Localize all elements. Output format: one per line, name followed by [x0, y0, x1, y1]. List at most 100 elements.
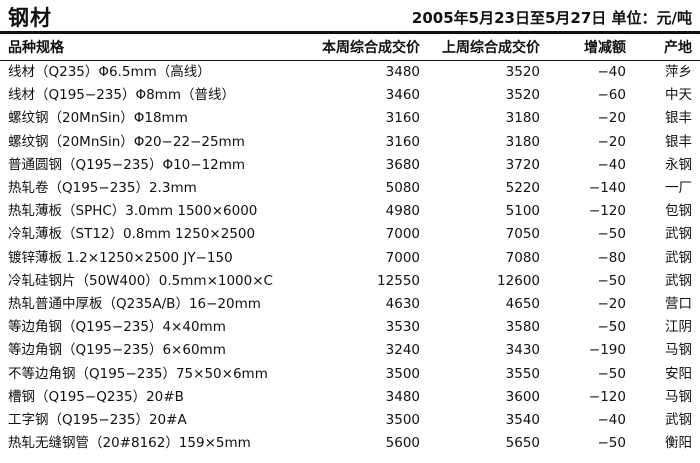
header-row: 品种规格 本周综合成交价 上周综合成交价 增减额 产地 [0, 36, 700, 61]
table-row: 工字钢（Q195−235）20#A 3500 3540 −40 武钢 [0, 409, 700, 432]
price-change: −20 [597, 110, 627, 127]
price-change: −20 [597, 133, 627, 150]
date-unit-line: 2005年5月23日至5月27日 单位：元/吨 [412, 7, 692, 28]
product-spec: 螺纹钢（20MnSin）Φ18mm [8, 110, 188, 127]
price-change: −40 [597, 412, 627, 429]
page-header: 钢材 2005年5月23日至5月27日 单位：元/吨 [0, 0, 700, 30]
table-row: 槽钢（Q195−Q235）20#B 3480 3600 −120 马钢 [0, 386, 700, 409]
origin: 一厂 [665, 180, 692, 197]
table-row: 等边角钢（Q195−235）6×60mm 3240 3430 −190 马钢 [0, 339, 700, 362]
col-header-this-week: 本周综合成交价 [322, 40, 420, 56]
last-week-price: 3430 [505, 342, 540, 359]
last-week-price: 4650 [505, 296, 540, 313]
this-week-price: 5600 [385, 435, 420, 452]
price-change: −40 [597, 156, 627, 173]
origin: 包钢 [665, 203, 692, 220]
this-week-price: 12550 [377, 272, 420, 289]
table-body: 线材（Q235）Φ6.5mm（高线） 3480 3520 −40 萍乡 线材（Q195−2… [0, 61, 700, 456]
col-header-spec: 品种规格 [8, 40, 64, 56]
date-range: 2005年5月23日至5月27日 [411, 9, 607, 27]
page-title: 钢材 [8, 6, 52, 30]
price-change: −60 [597, 87, 627, 104]
table-header: 品种规格 本周综合成交价 上周综合成交价 增减额 产地 [0, 36, 700, 61]
price-change: −80 [597, 249, 627, 266]
this-week-price: 3460 [385, 87, 420, 104]
table-row: 热轧普通中厚板（Q235A/B）16−20mm 4630 4650 −20 营口 [0, 293, 700, 316]
table-row: 镀锌薄板 1.2×1250×2500 JY−150 7000 7080 −80 武钢 [0, 247, 700, 270]
col-header-origin: 产地 [664, 40, 692, 56]
last-week-price: 3580 [505, 319, 540, 336]
origin: 武钢 [665, 249, 692, 266]
product-spec: 热轧薄板（SPHC）3.0mm 1500×6000 [8, 203, 258, 220]
product-spec: 热轧普通中厚板（Q235A/B）16−20mm [8, 296, 261, 313]
price-table: 品种规格 本周综合成交价 上周综合成交价 增减额 产地 线材（Q235）Φ6.5… [0, 36, 700, 455]
last-week-price: 3520 [505, 87, 540, 104]
this-week-price: 5080 [385, 180, 420, 197]
table-row: 螺纹钢（20MnSin）Φ18mm 3160 3180 −20 银丰 [0, 107, 700, 130]
product-spec: 等边角钢（Q195−235）6×60mm [8, 342, 226, 359]
this-week-price: 7000 [385, 249, 420, 266]
price-change: −20 [597, 296, 627, 313]
this-week-price: 3240 [385, 342, 420, 359]
price-change: −120 [588, 203, 626, 220]
last-week-price: 7050 [505, 226, 540, 243]
table-row: 螺纹钢（20MnSin）Φ20−22−25mm 3160 3180 −20 银丰 [0, 131, 700, 154]
table-row: 线材（Q235）Φ6.5mm（高线） 3480 3520 −40 萍乡 [0, 61, 700, 85]
origin: 衡阳 [665, 435, 692, 452]
origin: 银丰 [665, 110, 692, 127]
price-change: −40 [597, 64, 627, 80]
this-week-price: 3500 [385, 412, 420, 429]
table-row: 热轧无缝钢管（20#8162）159×5mm 5600 5650 −50 衡阳 [0, 432, 700, 455]
this-week-price: 3480 [385, 64, 420, 80]
product-spec: 工字钢（Q195−235）20#A [8, 412, 187, 429]
table-row: 冷轧硅钢片（50W400）0.5mm×1000×C 12550 12600 −50 武钢 [0, 270, 700, 293]
product-spec: 线材（Q235）Φ6.5mm（高线） [8, 64, 211, 80]
this-week-price: 4630 [385, 296, 420, 313]
origin: 银丰 [665, 133, 692, 150]
product-spec: 镀锌薄板 1.2×1250×2500 JY−150 [8, 249, 233, 266]
price-change: −50 [597, 435, 627, 452]
origin: 江阴 [665, 319, 692, 336]
product-spec: 不等边角钢（Q195−235）75×50×6mm [8, 365, 268, 382]
price-change: −50 [597, 226, 627, 243]
product-spec: 热轧卷（Q195−235）2.3mm [8, 180, 197, 197]
last-week-price: 12600 [497, 272, 540, 289]
this-week-price: 3530 [385, 319, 420, 336]
table-row: 热轧卷（Q195−235）2.3mm 5080 5220 −140 一厂 [0, 177, 700, 200]
product-spec: 槽钢（Q195−Q235）20#B [8, 388, 184, 405]
price-change: −140 [588, 180, 626, 197]
table-row: 线材（Q195−235）Φ8mm（普线） 3460 3520 −60 中天 [0, 84, 700, 107]
last-week-price: 5220 [505, 180, 540, 197]
last-week-price: 5100 [505, 203, 540, 220]
table-row: 普通圆钢（Q195−235）Φ10−12mm 3680 3720 −40 永钢 [0, 154, 700, 177]
this-week-price: 7000 [385, 226, 420, 243]
price-change: −120 [588, 388, 626, 405]
last-week-price: 3600 [505, 388, 540, 405]
table-row: 等边角钢（Q195−235）4×40mm 3530 3580 −50 江阴 [0, 316, 700, 339]
table-row: 不等边角钢（Q195−235）75×50×6mm 3500 3550 −50 安阳 [0, 363, 700, 386]
price-change: −190 [588, 342, 626, 359]
last-week-price: 5650 [505, 435, 540, 452]
product-spec: 线材（Q195−235）Φ8mm（普线） [8, 87, 235, 104]
this-week-price: 3160 [385, 133, 420, 150]
product-spec: 螺纹钢（20MnSin）Φ20−22−25mm [8, 133, 245, 150]
origin: 武钢 [665, 272, 692, 289]
product-spec: 热轧无缝钢管（20#8162）159×5mm [8, 435, 251, 452]
this-week-price: 3680 [385, 156, 420, 173]
last-week-price: 3520 [505, 64, 540, 80]
origin: 中天 [665, 87, 692, 104]
table-row: 热轧薄板（SPHC）3.0mm 1500×6000 4980 5100 −120 包钢 [0, 200, 700, 223]
last-week-price: 3720 [505, 156, 540, 173]
origin: 武钢 [665, 412, 692, 429]
this-week-price: 4980 [385, 203, 420, 220]
last-week-price: 3180 [505, 133, 540, 150]
price-change: −50 [597, 272, 627, 289]
product-spec: 冷轧硅钢片（50W400）0.5mm×1000×C [8, 272, 273, 289]
price-change: −50 [597, 319, 627, 336]
origin: 马钢 [665, 388, 692, 405]
this-week-price: 3480 [385, 388, 420, 405]
last-week-price: 3550 [505, 365, 540, 382]
product-spec: 冷轧薄板（ST12）0.8mm 1250×2500 [8, 226, 256, 243]
this-week-price: 3160 [385, 110, 420, 127]
table-row: 冷轧薄板（ST12）0.8mm 1250×2500 7000 7050 −50 武钢 [0, 223, 700, 246]
